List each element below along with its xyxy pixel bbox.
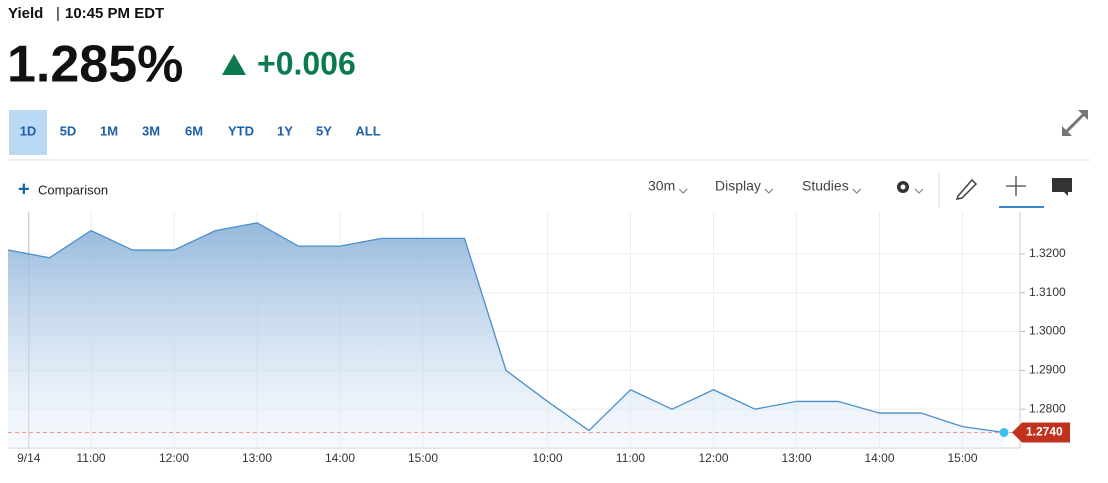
active-tab [9, 110, 47, 155]
x-tick-label: 13:00 [781, 451, 811, 465]
last-point [999, 427, 1009, 437]
day-break-label: 9/14 [17, 451, 41, 465]
x-tick-label: 10:00 [532, 451, 562, 465]
y-tick-label: 1.2900 [1029, 363, 1066, 377]
chevron [852, 188, 862, 194]
x-tick-label: 14:00 [864, 451, 894, 465]
expand-icon[interactable] [1062, 110, 1088, 136]
chart: 1.2800 1.2900 1.3000 1.3100 1.3200 11:00 12:00… [7, 212, 1070, 465]
x-tick-label: 15:00 [947, 451, 977, 465]
range-tab[interactable]: 1M [100, 123, 118, 138]
crosshair-icon[interactable] [1006, 176, 1026, 196]
time: 10:45 PM EDT [65, 5, 164, 22]
x-tick-label: 14:00 [325, 451, 355, 465]
comment-icon[interactable] [1052, 178, 1072, 196]
range-tabs: 1D 5D 1M 3M 6M YTD 1Y 5Y ALL [9, 110, 381, 155]
settings-icon[interactable] [897, 181, 1108, 370]
range-tab[interactable]: YTD [228, 123, 254, 138]
price: 1.285% [7, 36, 183, 94]
y-tick-label: 1.3200 [1029, 246, 1066, 260]
area-fill [8, 222, 1004, 448]
x-tick-label: 11:00 [76, 451, 105, 465]
x-tick-label: 13:00 [242, 451, 272, 465]
range-tab[interactable]: 3M [142, 123, 160, 138]
change: +0.006 [257, 45, 356, 81]
toolbar-button[interactable]: Studies [802, 178, 849, 194]
title: Yield [8, 5, 43, 22]
plus-icon[interactable]: + [18, 178, 30, 200]
x-tick-label: 12:00 [698, 451, 728, 465]
range-tab[interactable]: 1Y [277, 123, 293, 138]
separator: | [56, 5, 60, 22]
toolbar-button[interactable]: 30m [648, 178, 675, 194]
range-tab[interactable]: 1D [20, 123, 37, 138]
range-tab[interactable]: 5D [60, 123, 77, 138]
toolbar-button[interactable]: Display [715, 178, 761, 194]
y-tick-label: 1.2800 [1029, 401, 1066, 415]
last-value-tag [1012, 422, 1070, 443]
comparison-button[interactable]: Comparison [38, 182, 108, 197]
up-arrow [222, 54, 246, 75]
chevron [678, 188, 688, 194]
range-tab[interactable]: 5Y [316, 123, 332, 138]
draw-icon[interactable] [955, 178, 978, 200]
y-tick-label: 1.3000 [1029, 324, 1066, 338]
last-value-label: 1.2740 [1026, 425, 1063, 439]
y-tick-label: 1.3100 [1029, 285, 1066, 299]
chevron [764, 188, 774, 194]
range-tab[interactable]: 6M [185, 123, 203, 138]
chevron [914, 188, 924, 194]
range-tab[interactable]: ALL [355, 123, 380, 138]
x-tick-label: 11:00 [616, 451, 645, 465]
x-tick-label: 15:00 [408, 451, 438, 465]
line [7, 222, 1005, 434]
toolbar: 30m Display Studies [648, 178, 924, 194]
x-tick-label: 12:00 [159, 451, 189, 465]
